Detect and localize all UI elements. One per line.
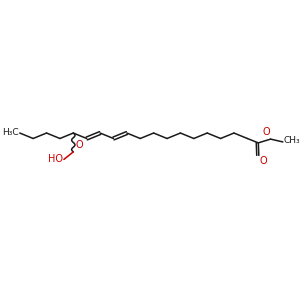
Text: O: O (76, 140, 83, 151)
Text: O: O (260, 156, 267, 166)
Text: H₃C: H₃C (2, 128, 19, 136)
Text: CH₃: CH₃ (284, 136, 300, 146)
Text: O: O (262, 127, 270, 137)
Text: HO: HO (48, 154, 63, 164)
